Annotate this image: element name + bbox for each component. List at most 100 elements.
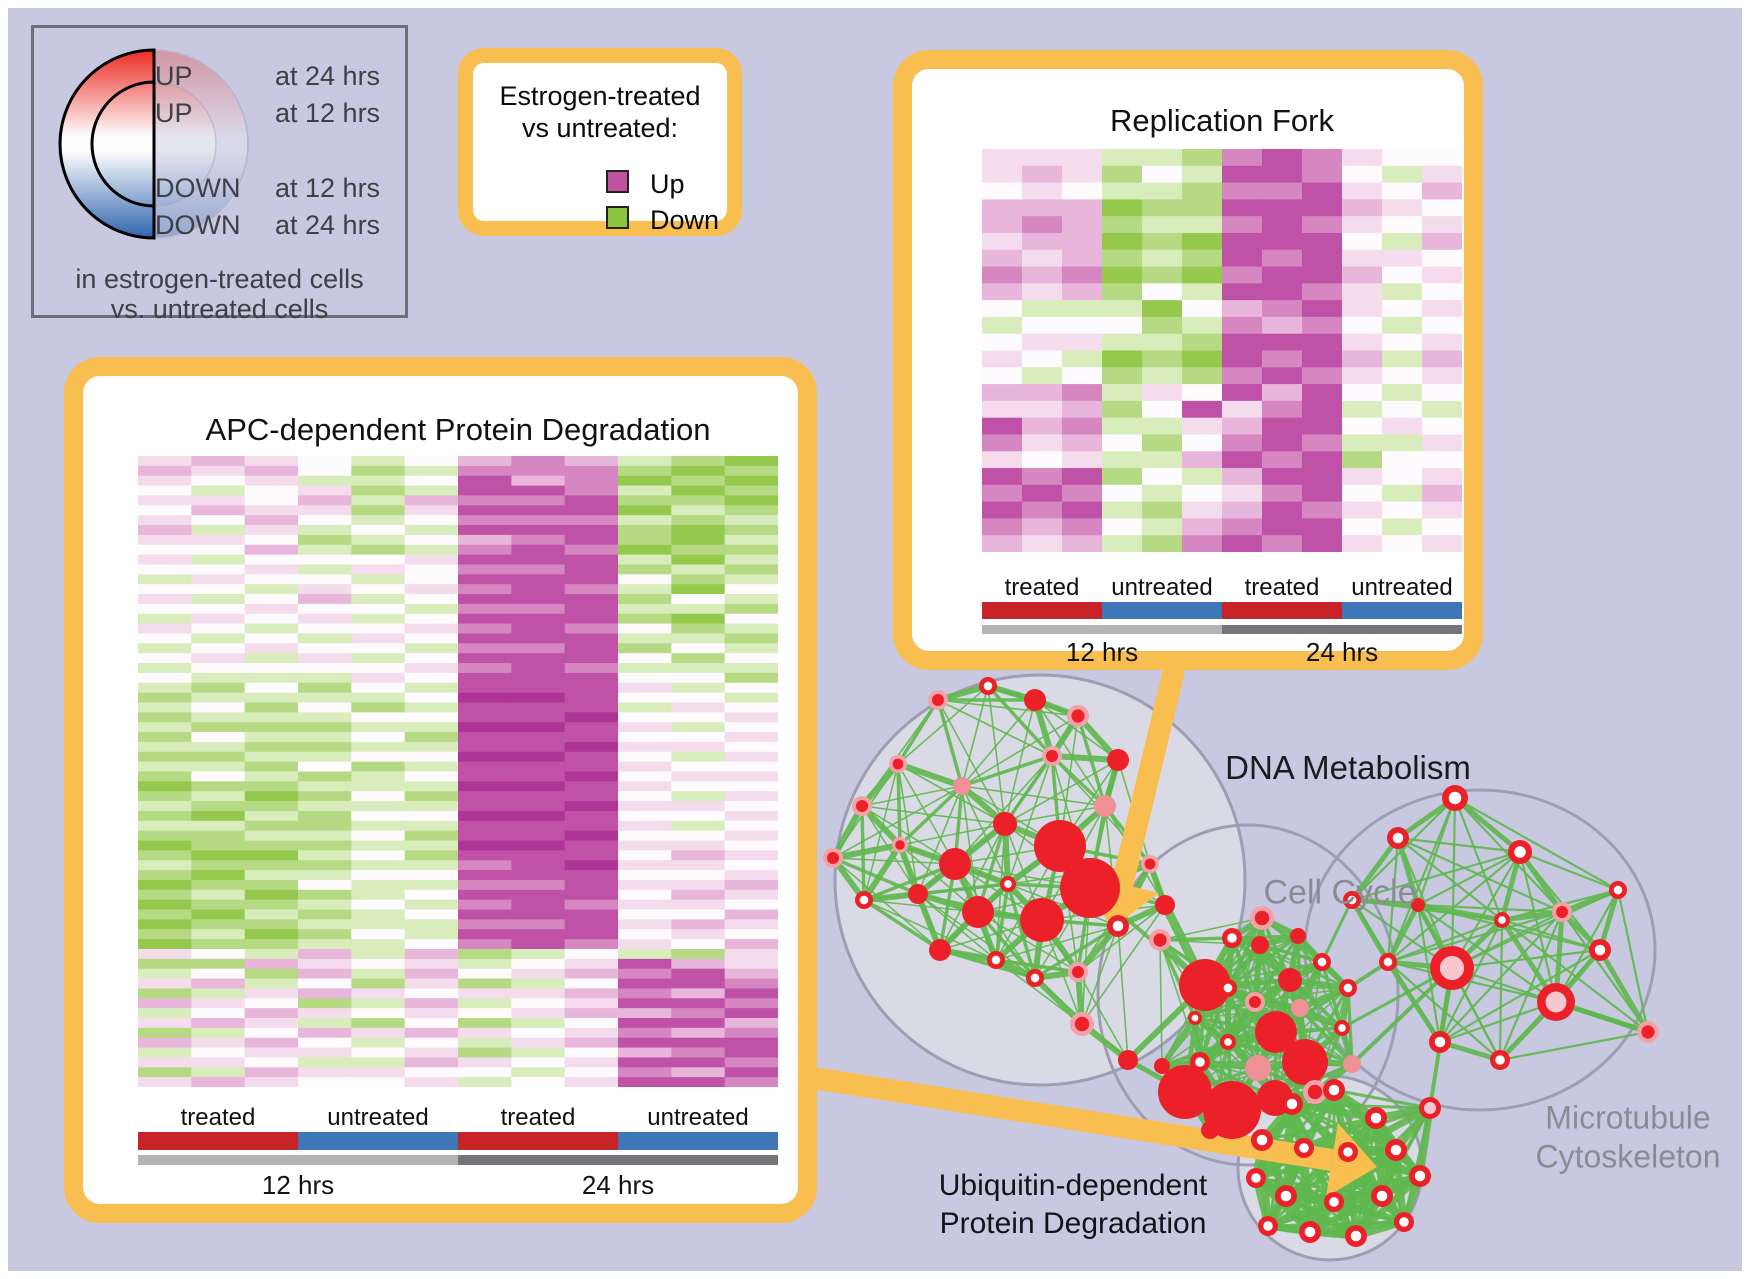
up-12-word: UP [155, 98, 193, 128]
treatment-label-0: treated [180, 1104, 256, 1131]
network-node-ring [1324, 1192, 1344, 1212]
ubiquitin-label-line1: Ubiquitin-dependent [938, 1169, 1208, 1202]
down-label: Down [650, 205, 720, 235]
network-node-halo [892, 837, 908, 853]
replication-fork-panel: Replication Fork treated untreated treated… [893, 50, 1483, 670]
down-24-word: DOWN [155, 210, 241, 240]
network-node-ring [855, 891, 873, 909]
network-node-ring [1345, 1225, 1367, 1247]
untreated-bar-1 [298, 1132, 458, 1150]
ubiquitin-label-line2: Protein Degradation [939, 1207, 1207, 1240]
network-node-ring [1220, 1034, 1236, 1050]
network-node-ring [1609, 881, 1627, 899]
treatment-label-1: untreated [327, 1104, 429, 1131]
network-node-s [929, 939, 951, 961]
network-node-s [1155, 895, 1175, 915]
concentric-updown-circles-icon [58, 48, 249, 240]
circle-legend-footer-1: in estrogen-treated cells [75, 264, 364, 294]
untreated-bar-3 [618, 1132, 778, 1150]
network-node-s [1118, 1050, 1138, 1070]
network-node-ring [1379, 953, 1397, 971]
network-node-s [962, 896, 994, 928]
network-node-pink [1291, 999, 1309, 1017]
time-label-12hrs: 12 hrs [261, 1170, 335, 1200]
network-node-ring [1275, 1185, 1297, 1207]
network-node-ring [1219, 979, 1237, 997]
estrogen-updown-legend: Estrogen-treated vs untreated: Up Down [458, 48, 742, 236]
time-bar-24hrs [1222, 625, 1462, 634]
legend-item-down: Down [473, 205, 727, 235]
network-node-halo [1068, 962, 1088, 982]
network-node-ring [1442, 785, 1468, 811]
cluster-cell-cycle [1096, 823, 1400, 1167]
treated-bar-0 [138, 1132, 298, 1150]
rf-panel-title: Replication Fork [1110, 103, 1334, 138]
network-node-ring [1246, 1168, 1266, 1188]
network-node-ring [1385, 1139, 1407, 1161]
time-label-12hrs: 12 hrs [1065, 637, 1139, 667]
treatment-label-3: untreated [1351, 574, 1453, 601]
network-node-ring [1365, 1107, 1387, 1129]
network-node-ring [1394, 1212, 1414, 1232]
network-node-s [1020, 898, 1064, 942]
network-node-pinkcore [1419, 1097, 1441, 1119]
network-node-s [1060, 858, 1120, 918]
time-bar-12hrs [138, 1155, 458, 1165]
network-node-halo [1552, 902, 1572, 922]
treated-bar-2 [458, 1132, 618, 1150]
up-label: Up [650, 169, 685, 199]
network-node-ring [1323, 1079, 1345, 1101]
network-node-ring [1313, 953, 1331, 971]
cell-cycle-label: Cell Cycle [1263, 873, 1417, 912]
network-node-halo [1637, 1021, 1659, 1043]
network-node-ring [1494, 912, 1510, 928]
legend-item-up: Up [473, 169, 727, 199]
treated-bar-0 [982, 602, 1102, 619]
network-node-ring [1409, 1165, 1431, 1187]
network-node-ring [1343, 891, 1361, 909]
network-node-ring [1387, 827, 1409, 849]
dna-metabolism-label: DNA Metabolism [1225, 749, 1471, 786]
network-node-ring [1339, 979, 1357, 997]
network-node-s [1251, 936, 1269, 954]
network-node-ring [1000, 876, 1016, 892]
treatment-label-2: treated [1244, 574, 1320, 601]
apc-heatmap [138, 456, 778, 1087]
network-node-halo [1149, 929, 1171, 951]
network-node-ring [1338, 1142, 1358, 1162]
network-node-pink [1343, 1055, 1361, 1073]
network-node-ring [1188, 1011, 1202, 1025]
network-node-s [1255, 1011, 1297, 1053]
network-node-halo [1303, 1080, 1327, 1104]
network-node-s [1282, 1039, 1328, 1085]
network-nodes [823, 677, 1659, 1247]
treatment-label-0: treated [1004, 574, 1080, 601]
network-node-s [1154, 1058, 1170, 1074]
network-node-pinkcore [1537, 983, 1575, 1021]
untreated-bar-3 [1342, 602, 1462, 619]
time-label-24hrs: 24 hrs [581, 1170, 655, 1200]
network-node-s [1290, 928, 1306, 944]
network-node-s [1107, 749, 1129, 771]
circle-legend-footer-2: vs. untreated cells [110, 294, 329, 324]
network-node-halo [889, 755, 907, 773]
treatment-label-3: untreated [647, 1104, 749, 1131]
network-node-halo [1042, 746, 1062, 766]
network-node-s [1278, 968, 1302, 992]
time-bar-12hrs [982, 625, 1222, 634]
network-node-s [1411, 898, 1425, 912]
network-node-halo [1070, 1012, 1094, 1036]
up-24-word: UP [155, 61, 193, 91]
network-node-ring [1429, 1031, 1451, 1053]
network-node-halo [852, 796, 872, 816]
up-down-circle-legend: UP at 24 hrs UP at 12 hrs DOWN at 12 hrs… [31, 25, 408, 324]
down-12-time: at 12 hrs [275, 173, 381, 203]
network-node-ring [1294, 1138, 1314, 1158]
network-node-halo [1250, 906, 1274, 930]
network-node-ring [1589, 939, 1611, 961]
time-label-24hrs: 24 hrs [1305, 637, 1379, 667]
network-node-pink [953, 777, 971, 795]
apc-panel-title: APC-dependent Protein Degradation [205, 412, 711, 447]
network-node-ring [1299, 1221, 1321, 1243]
